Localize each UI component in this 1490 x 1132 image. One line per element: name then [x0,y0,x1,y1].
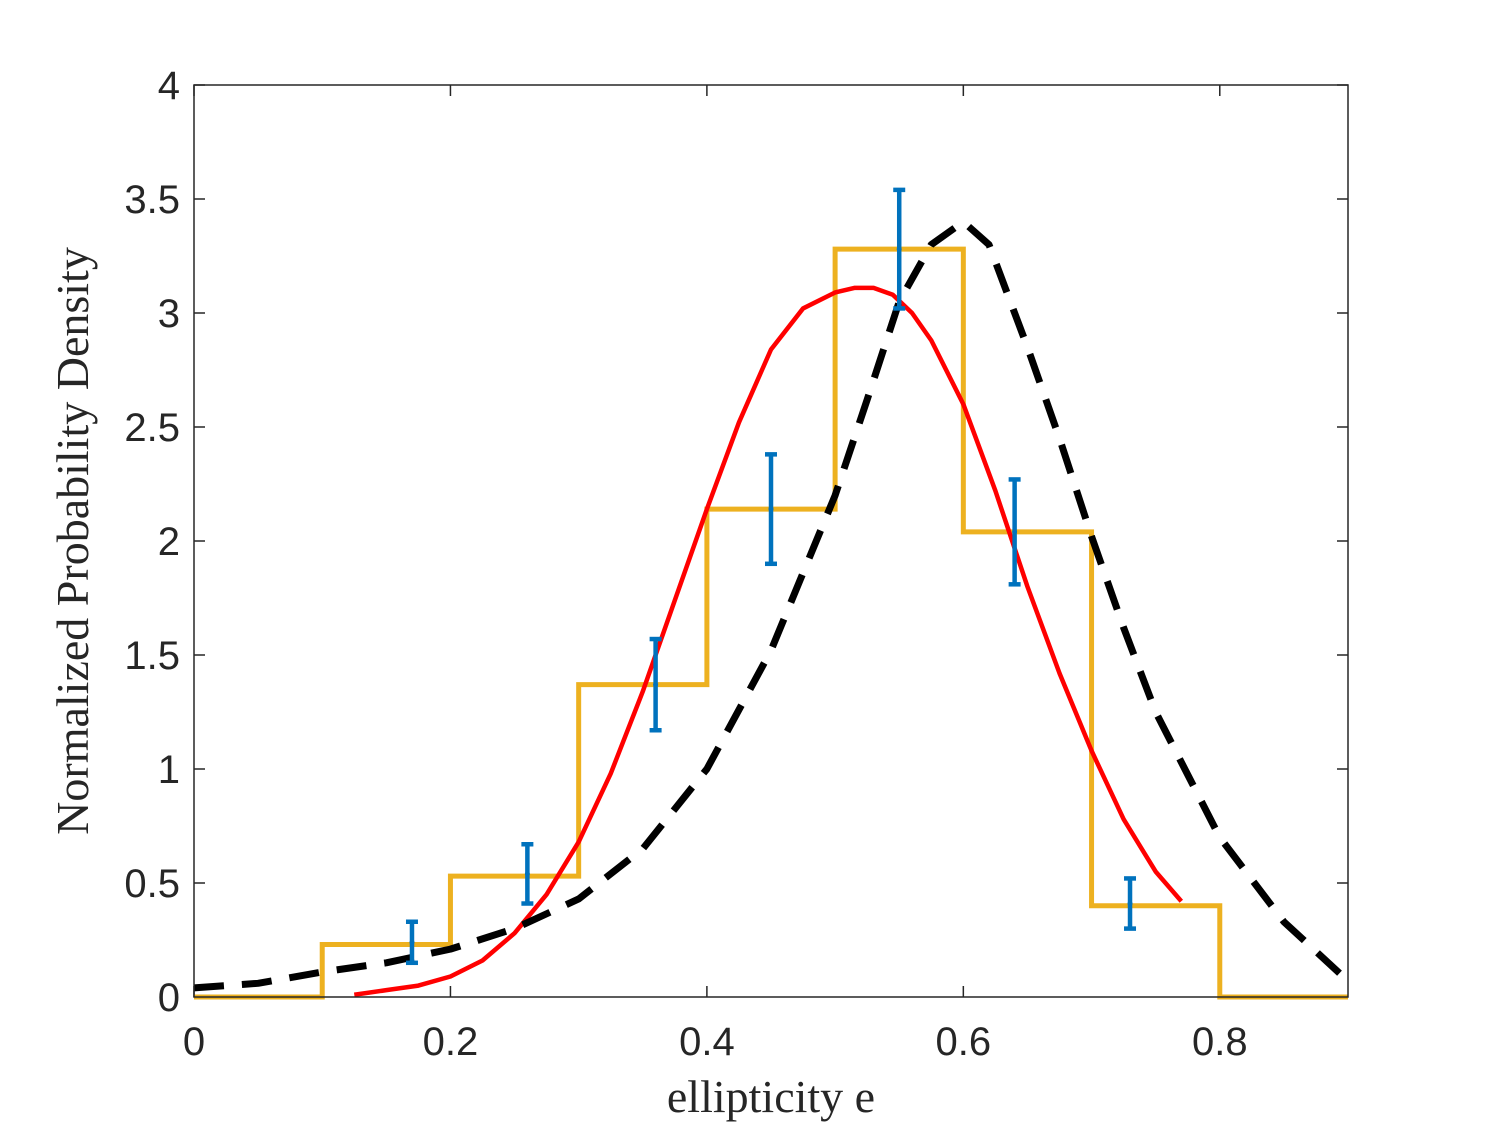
error-bar-point [524,871,530,877]
tick-labels: 0 0.2 0.4 0.6 0.8 0 0.5 1 1.5 2 2.5 3 3.5 4 [124,64,1247,1064]
x-tick-label: 0.6 [936,1020,992,1064]
axes-box [193,84,1349,998]
dashed-model-line [193,218,1351,992]
error-bar [649,636,662,733]
error-bar [1124,876,1137,931]
y-tick-label: 2 [158,520,180,564]
y-tick-label: 4 [158,64,180,108]
error-bar [893,187,906,311]
error-bar [405,919,418,966]
x-tick-label: 0.2 [423,1020,479,1064]
error-bar-point [1127,901,1133,907]
y-tick-label: 3.5 [124,178,180,222]
fit-curve-line [353,285,1184,997]
y-tick-label: 3 [158,292,180,336]
error-bar-point [409,939,415,945]
error-bar-point [896,246,902,252]
error-bar [1008,477,1021,587]
y-tick-label: 0 [158,976,180,1020]
x-tick-label: 0.4 [679,1020,735,1064]
error-bar [765,452,777,567]
x-tick-label: 0.8 [1192,1020,1248,1064]
x-axis-label: ellipticity e [667,1071,875,1122]
y-tick-label: 0.5 [124,862,180,906]
error-bar-point [1012,529,1018,535]
y-tick-label: 2.5 [124,406,180,450]
error-bar-point [768,506,774,512]
y-tick-label: 1.5 [124,634,180,678]
error-bar-point [653,682,659,688]
chart-marks [193,187,1351,1000]
y-tick-label: 1 [158,748,180,792]
x-tick-label: 0 [183,1020,205,1064]
error-bar [521,841,534,906]
y-axis-label: Normalized Probability Density [47,247,98,835]
